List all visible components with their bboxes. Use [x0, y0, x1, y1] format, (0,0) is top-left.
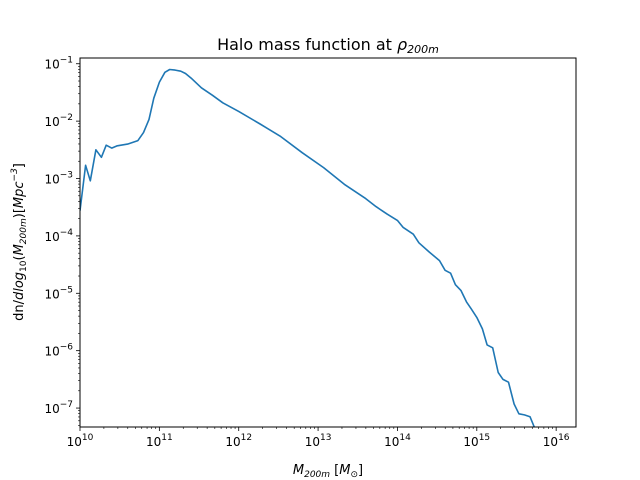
y-tick-label: 10−1: [44, 56, 73, 72]
chart-title: Halo mass function at ρ200m: [217, 35, 439, 56]
x-axis-ticks: 1010 1011 1012 1013 1014 1015 1016: [67, 427, 570, 449]
y-tick-label: 10−6: [44, 343, 73, 359]
x-tick-label: 1016: [543, 433, 570, 449]
x-tick-label: 1014: [384, 433, 411, 449]
x-tick-label: 1010: [67, 433, 94, 449]
series-line-0: [80, 68, 536, 427]
y-tick-label: 10−7: [44, 400, 73, 416]
series-layer: [80, 68, 536, 427]
x-tick-label: 1012: [225, 433, 252, 449]
y-tick-label: 10−3: [44, 171, 73, 187]
y-axis-label: dn/dlog10(M200m)[Mpc−3]: [10, 163, 29, 321]
x-tick-label: 1011: [146, 433, 173, 449]
y-tick-label: 10−5: [44, 285, 73, 301]
x-tick-label: 1015: [463, 433, 490, 449]
y-tick-label: 10−4: [44, 228, 73, 244]
plot-frame: [79, 57, 577, 428]
x-tick-label: 1013: [305, 433, 332, 449]
plot-area: [79, 57, 577, 428]
y-axis-ticks: 10−7 10−6 10−5 10−4 10−3 10−2 10−1: [44, 56, 80, 426]
x-axis-label: M200m [M⊙]: [293, 463, 363, 480]
y-tick-label: 10−2: [44, 113, 73, 129]
